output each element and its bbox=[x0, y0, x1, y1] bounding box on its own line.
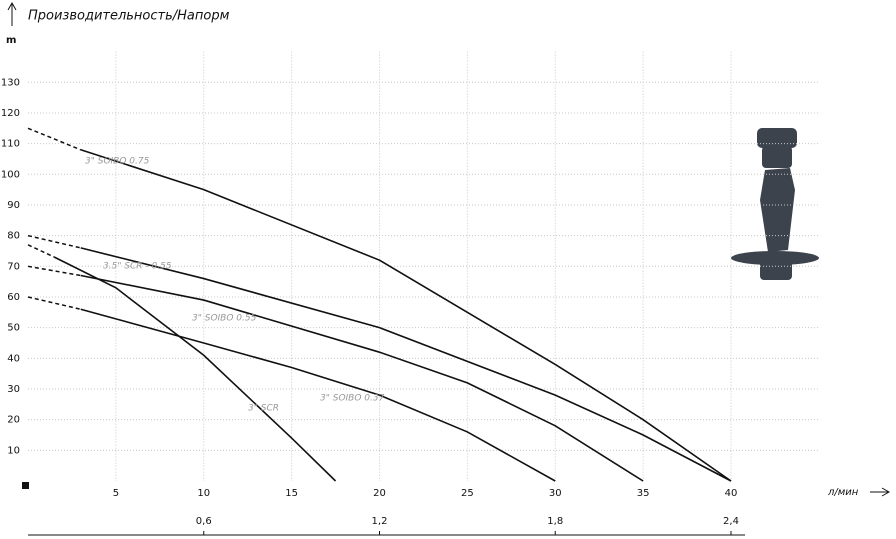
y-arrow-head bbox=[7, 1, 17, 11]
curve-dashed bbox=[27, 265, 81, 277]
x2-tick-label: 1,2 bbox=[372, 516, 388, 527]
x2-tick-label: 2,4 bbox=[723, 516, 739, 527]
curve bbox=[27, 244, 337, 482]
origin-marker bbox=[22, 482, 29, 489]
curve-label: 3" SOIBO 0.37 bbox=[320, 394, 385, 404]
curve-dashed bbox=[27, 244, 55, 258]
x-unit: л/мин bbox=[827, 487, 859, 498]
y-tick-label: 10 bbox=[7, 445, 20, 456]
curve-label: 3" SOIBO 0.55 bbox=[192, 314, 257, 324]
x-tick-label: 25 bbox=[461, 488, 474, 499]
x-arrow-head bbox=[881, 487, 891, 497]
pump-image bbox=[731, 128, 819, 280]
curve-label: 3.5" SCR - 0.55 bbox=[103, 262, 172, 272]
y-tick-label: 40 bbox=[7, 353, 20, 364]
curve bbox=[27, 234, 732, 482]
y-unit: m bbox=[6, 35, 16, 46]
y-tick-label: 30 bbox=[7, 384, 20, 395]
y-tick-label: 100 bbox=[1, 169, 20, 180]
y-tick-label: 80 bbox=[7, 231, 20, 242]
y-tick-label: 70 bbox=[7, 261, 20, 272]
curve bbox=[27, 127, 732, 482]
curve-dashed bbox=[27, 127, 82, 151]
x-tick-label: 30 bbox=[549, 488, 562, 499]
chart-title: Производительность/Напорм bbox=[28, 9, 230, 24]
y-tick-label: 120 bbox=[1, 108, 20, 119]
x-tick-label: 15 bbox=[285, 488, 298, 499]
curve-label: 3" SOIBO 0.75 bbox=[85, 157, 150, 167]
x-tick-label: 10 bbox=[197, 488, 210, 499]
curve-dashed bbox=[27, 296, 81, 310]
x2-tick-label: 0,6 bbox=[196, 516, 212, 527]
y-tick-label: 60 bbox=[7, 292, 20, 303]
y-tick-label: 130 bbox=[1, 77, 20, 88]
curve-label: 3" SCR bbox=[248, 404, 279, 414]
x-tick-label: 20 bbox=[373, 488, 386, 499]
y-tick-label: 50 bbox=[7, 323, 20, 334]
y-tick-label: 110 bbox=[1, 139, 20, 150]
x-tick-label: 5 bbox=[113, 488, 119, 499]
x-tick-label: 40 bbox=[725, 488, 738, 499]
curve-dashed bbox=[27, 234, 81, 249]
x-tick-label: 35 bbox=[637, 488, 650, 499]
y-tick-label: 90 bbox=[7, 200, 20, 211]
x2-tick-label: 1,8 bbox=[547, 516, 563, 527]
curve bbox=[27, 296, 556, 482]
y-tick-label: 20 bbox=[7, 415, 20, 426]
curve bbox=[27, 265, 644, 482]
